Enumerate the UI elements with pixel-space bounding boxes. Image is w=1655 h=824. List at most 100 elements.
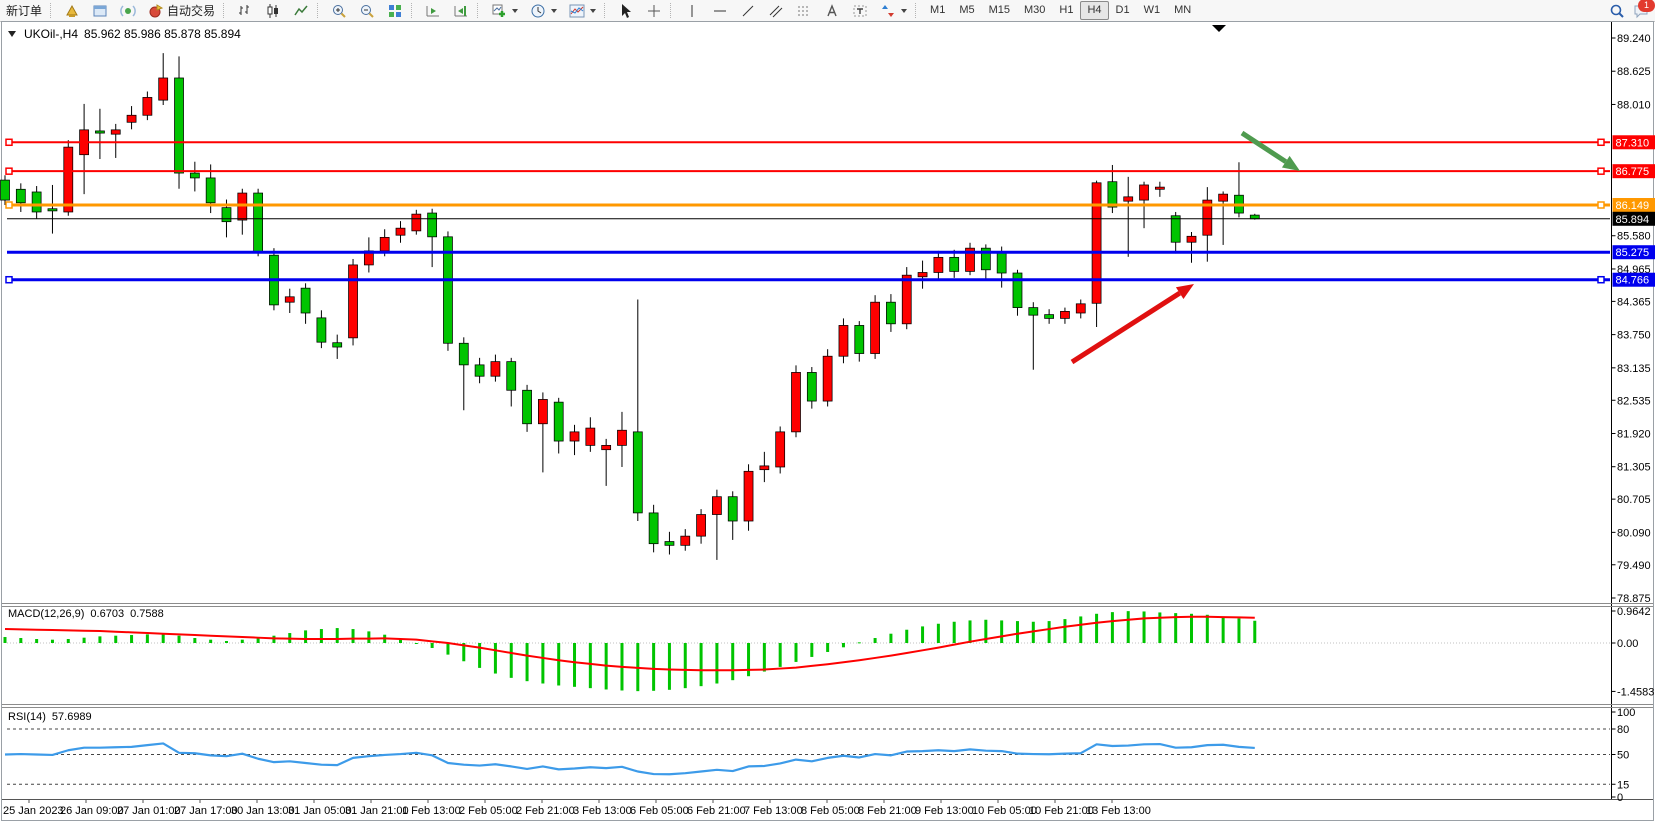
signals-button[interactable] — [114, 0, 142, 21]
candle-body — [1186, 235, 1197, 243]
macd-histogram-bar — [1015, 621, 1019, 643]
time-axis-label: 3 Feb 13:00 — [573, 805, 632, 817]
text-tool-button[interactable] — [818, 0, 846, 21]
macd-histogram-bar — [145, 634, 149, 643]
candle-body — [870, 301, 880, 354]
hline-handle[interactable] — [5, 201, 13, 209]
tile-windows-button[interactable] — [381, 0, 409, 21]
candle-body — [253, 192, 263, 254]
macd-histogram-bar — [778, 643, 782, 667]
timeframe-W1[interactable]: W1 — [1143, 4, 1161, 16]
time-axis-label: 2 Feb 21:00 — [516, 805, 575, 817]
indicators-button[interactable] — [563, 0, 602, 21]
zoom-out-button[interactable] — [353, 0, 381, 21]
bar-chart-button[interactable] — [231, 0, 259, 21]
candle-body — [601, 444, 612, 451]
candle-body — [158, 77, 169, 101]
macd-histogram-bar — [873, 638, 877, 643]
macd-histogram-bar — [810, 643, 814, 657]
candle-body — [506, 361, 517, 391]
candle-body — [490, 361, 501, 377]
bearish-arrow[interactable] — [1240, 130, 1288, 164]
bullish-arrow[interactable] — [1070, 291, 1182, 365]
chart-title-bar: UKOil-,H4 85.962 85.986 85.878 85.894 — [8, 27, 241, 41]
price-badge — [1612, 211, 1655, 226]
bullish-arrow-head[interactable] — [1175, 284, 1194, 300]
price-axis-label: 88.010 — [1617, 99, 1651, 111]
fibonacci-tool-button[interactable] — [790, 0, 818, 21]
cursor-tool-button[interactable] — [612, 0, 640, 21]
timeframe-D1[interactable]: D1 — [1115, 4, 1130, 16]
candlestick-chart-button[interactable] — [259, 0, 287, 21]
horizontal-line-tool-button[interactable] — [706, 0, 734, 21]
macd-histogram-bar — [1158, 612, 1162, 643]
rsi-axis-label: 15 — [1617, 779, 1629, 791]
price-badge-label: 84.766 — [1616, 275, 1650, 287]
price-axis-label: 89.240 — [1617, 33, 1651, 45]
arrows-tool-button[interactable] — [874, 0, 913, 21]
hline-handle[interactable] — [1597, 201, 1605, 209]
macd-histogram-bar — [968, 620, 972, 643]
hline-handle[interactable] — [5, 167, 13, 175]
timeframe-H4[interactable]: H4 — [1080, 1, 1109, 20]
timeframe-H1[interactable]: H1 — [1059, 4, 1074, 16]
channel-tool-button[interactable] — [762, 0, 790, 21]
chart-shift-button[interactable] — [447, 0, 475, 21]
rsi-title-bar: RSI(14) 57.6989 — [8, 711, 92, 723]
toolbar-separator — [223, 3, 229, 18]
periods-button[interactable] — [524, 0, 563, 21]
timeframe-M30[interactable]: M30 — [1024, 4, 1046, 16]
timeframe-M1[interactable]: M1 — [930, 4, 946, 16]
macd-histogram-bar — [588, 643, 592, 689]
rsi-value: 57.6989 — [51, 711, 92, 723]
candle-body — [965, 247, 975, 272]
vertical-line-tool-button[interactable] — [678, 0, 706, 21]
macd-histogram-bar — [114, 635, 118, 643]
macd-histogram-bar — [1190, 613, 1193, 643]
bearish-arrow-head[interactable] — [1281, 155, 1300, 171]
timeframe-strip: M1 M5 M15 M30 H1 H4 D1 W1 MN — [923, 1, 1198, 20]
hline-handle[interactable] — [5, 275, 13, 284]
macd-histogram-bar — [841, 643, 845, 648]
candle-body — [316, 317, 327, 343]
macd-histogram-bar — [1237, 618, 1241, 643]
crosshair-tool-button[interactable] — [640, 0, 668, 21]
candle-body — [348, 264, 358, 339]
market-watch-button[interactable] — [58, 0, 86, 21]
price-axis-label: 84.365 — [1617, 296, 1651, 308]
chat-button[interactable]: 1 — [1633, 0, 1655, 19]
new-chart-button[interactable] — [485, 0, 524, 21]
macd-axis-label: 0.00 — [1617, 638, 1638, 650]
hline-handle[interactable] — [1597, 138, 1605, 147]
candle-body — [664, 541, 675, 546]
macd-title-bar: MACD(12,26,9) 0.6703 0.7588 — [8, 608, 164, 620]
toolbar-separator — [604, 3, 610, 18]
auto-scroll-button[interactable] — [419, 0, 447, 21]
tile-windows-icon — [389, 4, 402, 17]
new-order-button[interactable]: 新订单 — [0, 0, 48, 21]
text-icon — [827, 3, 837, 16]
time-axis-label: 6 Feb 21:00 — [687, 805, 746, 817]
trendline-tool-button[interactable] — [734, 0, 762, 21]
timeframe-M5[interactable]: M5 — [959, 4, 975, 16]
zoom-in-button[interactable] — [325, 0, 353, 21]
candle-body — [332, 342, 343, 348]
timeframe-M15[interactable]: M15 — [988, 4, 1010, 16]
candlestick-series — [0, 53, 1260, 560]
hline-handle[interactable] — [1597, 275, 1605, 284]
line-chart-button[interactable] — [287, 0, 315, 21]
label-tool-button[interactable] — [846, 0, 874, 21]
bar-chart-icon — [239, 4, 250, 15]
timeframe-MN[interactable]: MN — [1174, 4, 1192, 16]
candle-body — [712, 496, 722, 515]
auto-trading-button[interactable]: 自动交易 — [142, 0, 221, 21]
chart-menu-arrow-icon[interactable] — [1212, 25, 1226, 32]
data-window-button[interactable] — [86, 0, 114, 21]
search-icon[interactable] — [1609, 3, 1625, 19]
candle-body — [1123, 196, 1134, 202]
auto-scroll-icon — [426, 5, 440, 16]
hline-handle[interactable] — [5, 138, 13, 147]
macd-histogram-bar — [177, 635, 181, 643]
hline-handle[interactable] — [1597, 167, 1605, 175]
